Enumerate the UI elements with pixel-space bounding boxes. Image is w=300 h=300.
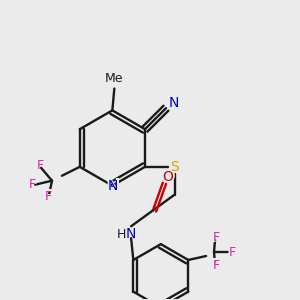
- Text: O: O: [162, 170, 173, 184]
- Text: F: F: [43, 189, 53, 204]
- Text: N: N: [124, 225, 138, 243]
- Text: F: F: [226, 244, 237, 260]
- Text: O: O: [160, 168, 175, 186]
- Text: H: H: [116, 228, 126, 241]
- Text: Me: Me: [101, 71, 128, 86]
- Text: F: F: [44, 190, 52, 203]
- Text: N: N: [105, 177, 120, 195]
- Text: S: S: [168, 158, 181, 176]
- Text: Me: Me: [105, 72, 124, 85]
- Text: F: F: [211, 230, 221, 245]
- Text: F: F: [228, 245, 236, 259]
- Text: N: N: [107, 179, 118, 193]
- Text: N: N: [169, 96, 179, 110]
- Text: F: F: [211, 258, 221, 273]
- Text: F: F: [212, 231, 220, 244]
- Text: F: F: [34, 158, 46, 173]
- Text: F: F: [28, 178, 36, 191]
- Text: S: S: [170, 160, 179, 174]
- Text: F: F: [37, 159, 44, 172]
- Text: H: H: [114, 227, 128, 242]
- Text: F: F: [212, 260, 220, 272]
- Text: N: N: [167, 94, 181, 112]
- Text: F: F: [27, 177, 38, 192]
- Text: N: N: [126, 227, 136, 241]
